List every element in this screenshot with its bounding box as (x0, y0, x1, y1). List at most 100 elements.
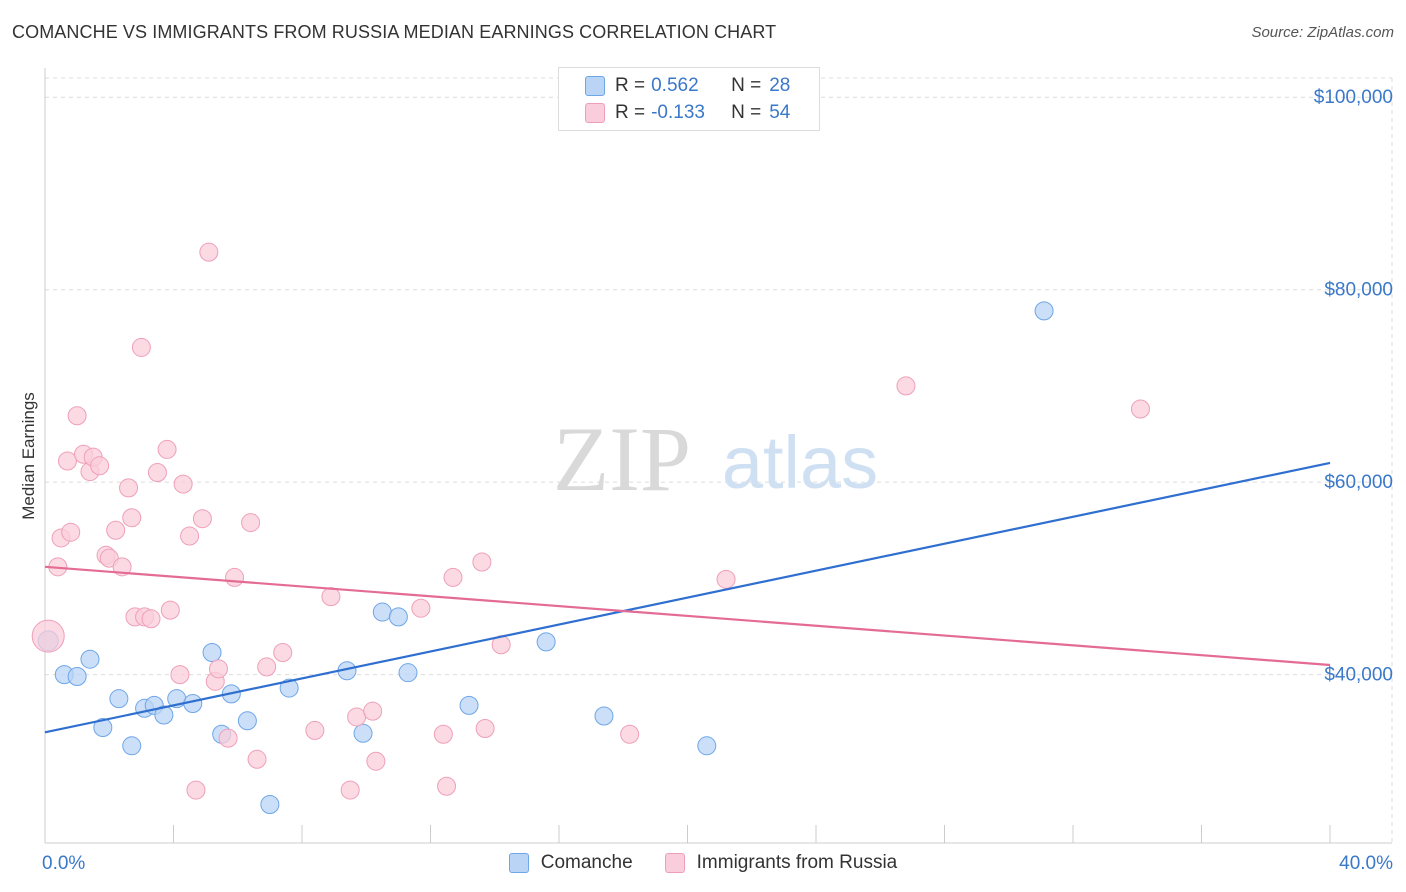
series-swatch-russia (664, 853, 685, 873)
russia-point (157, 439, 177, 459)
legend-n-label: N = (731, 75, 762, 96)
russia-point (620, 724, 640, 744)
russia-trend-line (44, 565, 1331, 667)
series-legend-russia: Immigrants from Russia (664, 852, 898, 874)
axes (44, 68, 1392, 844)
y-tick-label: $40,000 (1324, 665, 1393, 686)
russia-point (433, 724, 453, 744)
legend-swatch-russia (585, 103, 605, 123)
comanche-point (93, 718, 113, 738)
comanche-point (388, 607, 408, 627)
legend-row-russia: R = -0.133 N = 54 (585, 100, 790, 126)
russia-point (321, 587, 341, 607)
russia-point (57, 451, 77, 471)
russia-point (106, 520, 126, 540)
comanche-point (536, 632, 556, 652)
russia-point (170, 665, 190, 685)
russia-point (1130, 399, 1150, 419)
russia-point (241, 513, 261, 533)
russia-point (67, 406, 87, 426)
trend-lines (44, 461, 1331, 734)
russia-point (225, 567, 245, 587)
data-points (31, 242, 1150, 815)
russia-point (192, 509, 212, 529)
russia-point (347, 707, 367, 727)
correlation-legend: R = 0.562 N = 28 R = -0.133 N = 54 (558, 67, 820, 131)
russia-point (443, 567, 463, 587)
russia-point (180, 526, 200, 546)
legend-n-value: 54 (769, 102, 791, 123)
watermark-zip: ZIP (553, 408, 691, 510)
comanche-point (1034, 301, 1054, 321)
legend-swatch-comanche (585, 76, 605, 96)
series-legend: Comanche Immigrants from Russia (0, 852, 1406, 874)
series-swatch-comanche (508, 853, 529, 873)
legend-n-label: N = (731, 102, 762, 123)
legend-n-value: 28 (769, 75, 791, 96)
comanche-point (353, 723, 373, 743)
russia-point (363, 701, 383, 721)
legend-r-label: R = (615, 102, 646, 123)
comanche-point (122, 736, 142, 756)
comanche-point (237, 711, 257, 731)
russia-point (173, 474, 193, 494)
comanche-point (279, 678, 299, 698)
comanche-point (202, 642, 222, 662)
russia-point (208, 659, 228, 679)
series-name-russia: Immigrants from Russia (696, 852, 898, 873)
russia-point (199, 242, 219, 262)
russia-point (247, 749, 267, 769)
russia-point (411, 598, 431, 618)
russia-point (122, 508, 142, 528)
y-tick-label: $80,000 (1324, 280, 1393, 301)
comanche-point (109, 689, 129, 709)
comanche-point (398, 663, 418, 683)
russia-point (90, 456, 110, 476)
comanche-point (459, 695, 479, 715)
source-label: Source: ZipAtlas.com (1251, 24, 1394, 41)
comanche-point (372, 602, 392, 622)
comanche-point (67, 667, 87, 687)
y-tick-label: $100,000 (1314, 87, 1393, 108)
chart-title: COMANCHE VS IMMIGRANTS FROM RUSSIA MEDIA… (12, 22, 777, 42)
russia-point (131, 337, 151, 357)
y-tick-label: $60,000 (1324, 472, 1393, 493)
comanche-point (154, 705, 174, 725)
russia-point (896, 376, 916, 396)
legend-r-label: R = (615, 75, 646, 96)
x-tick-label-max: 40.0% (1339, 853, 1393, 874)
x-tick-label-min: 0.0% (42, 853, 85, 874)
russia-point (472, 552, 492, 572)
russia-point (186, 780, 206, 800)
russia-point (475, 718, 495, 738)
russia-point (366, 751, 386, 771)
legend-row-comanche: R = 0.562 N = 28 (585, 73, 790, 99)
y-tick-labels: $40,000 $60,000 $80,000 $100,000 (1314, 87, 1393, 685)
russia-point (141, 609, 161, 629)
russia-point (218, 728, 238, 748)
legend-r-value: -0.133 (651, 102, 705, 123)
russia-point (437, 776, 457, 796)
russia-point (340, 780, 360, 800)
russia-point (257, 657, 277, 677)
russia-point (273, 642, 293, 662)
comanche-point (594, 706, 614, 726)
russia-point (31, 619, 65, 653)
comanche-point (260, 795, 280, 815)
russia-point (119, 478, 139, 498)
series-name-comanche: Comanche (540, 852, 633, 873)
x-tick-labels: 0.0% 40.0% (42, 853, 1393, 874)
comanche-point (697, 736, 717, 756)
comanche-trend-line (44, 461, 1331, 734)
russia-point (305, 720, 325, 740)
russia-point (716, 569, 736, 589)
legend-r-value: 0.562 (651, 75, 699, 96)
series-legend-comanche: Comanche (508, 852, 633, 874)
watermark-atlas: atlas (722, 421, 878, 504)
watermark: ZIP atlas (553, 408, 878, 510)
russia-point (61, 522, 81, 542)
russia-point (147, 463, 167, 483)
y-axis-label: Median Earnings (19, 392, 38, 520)
russia-point (160, 600, 180, 620)
